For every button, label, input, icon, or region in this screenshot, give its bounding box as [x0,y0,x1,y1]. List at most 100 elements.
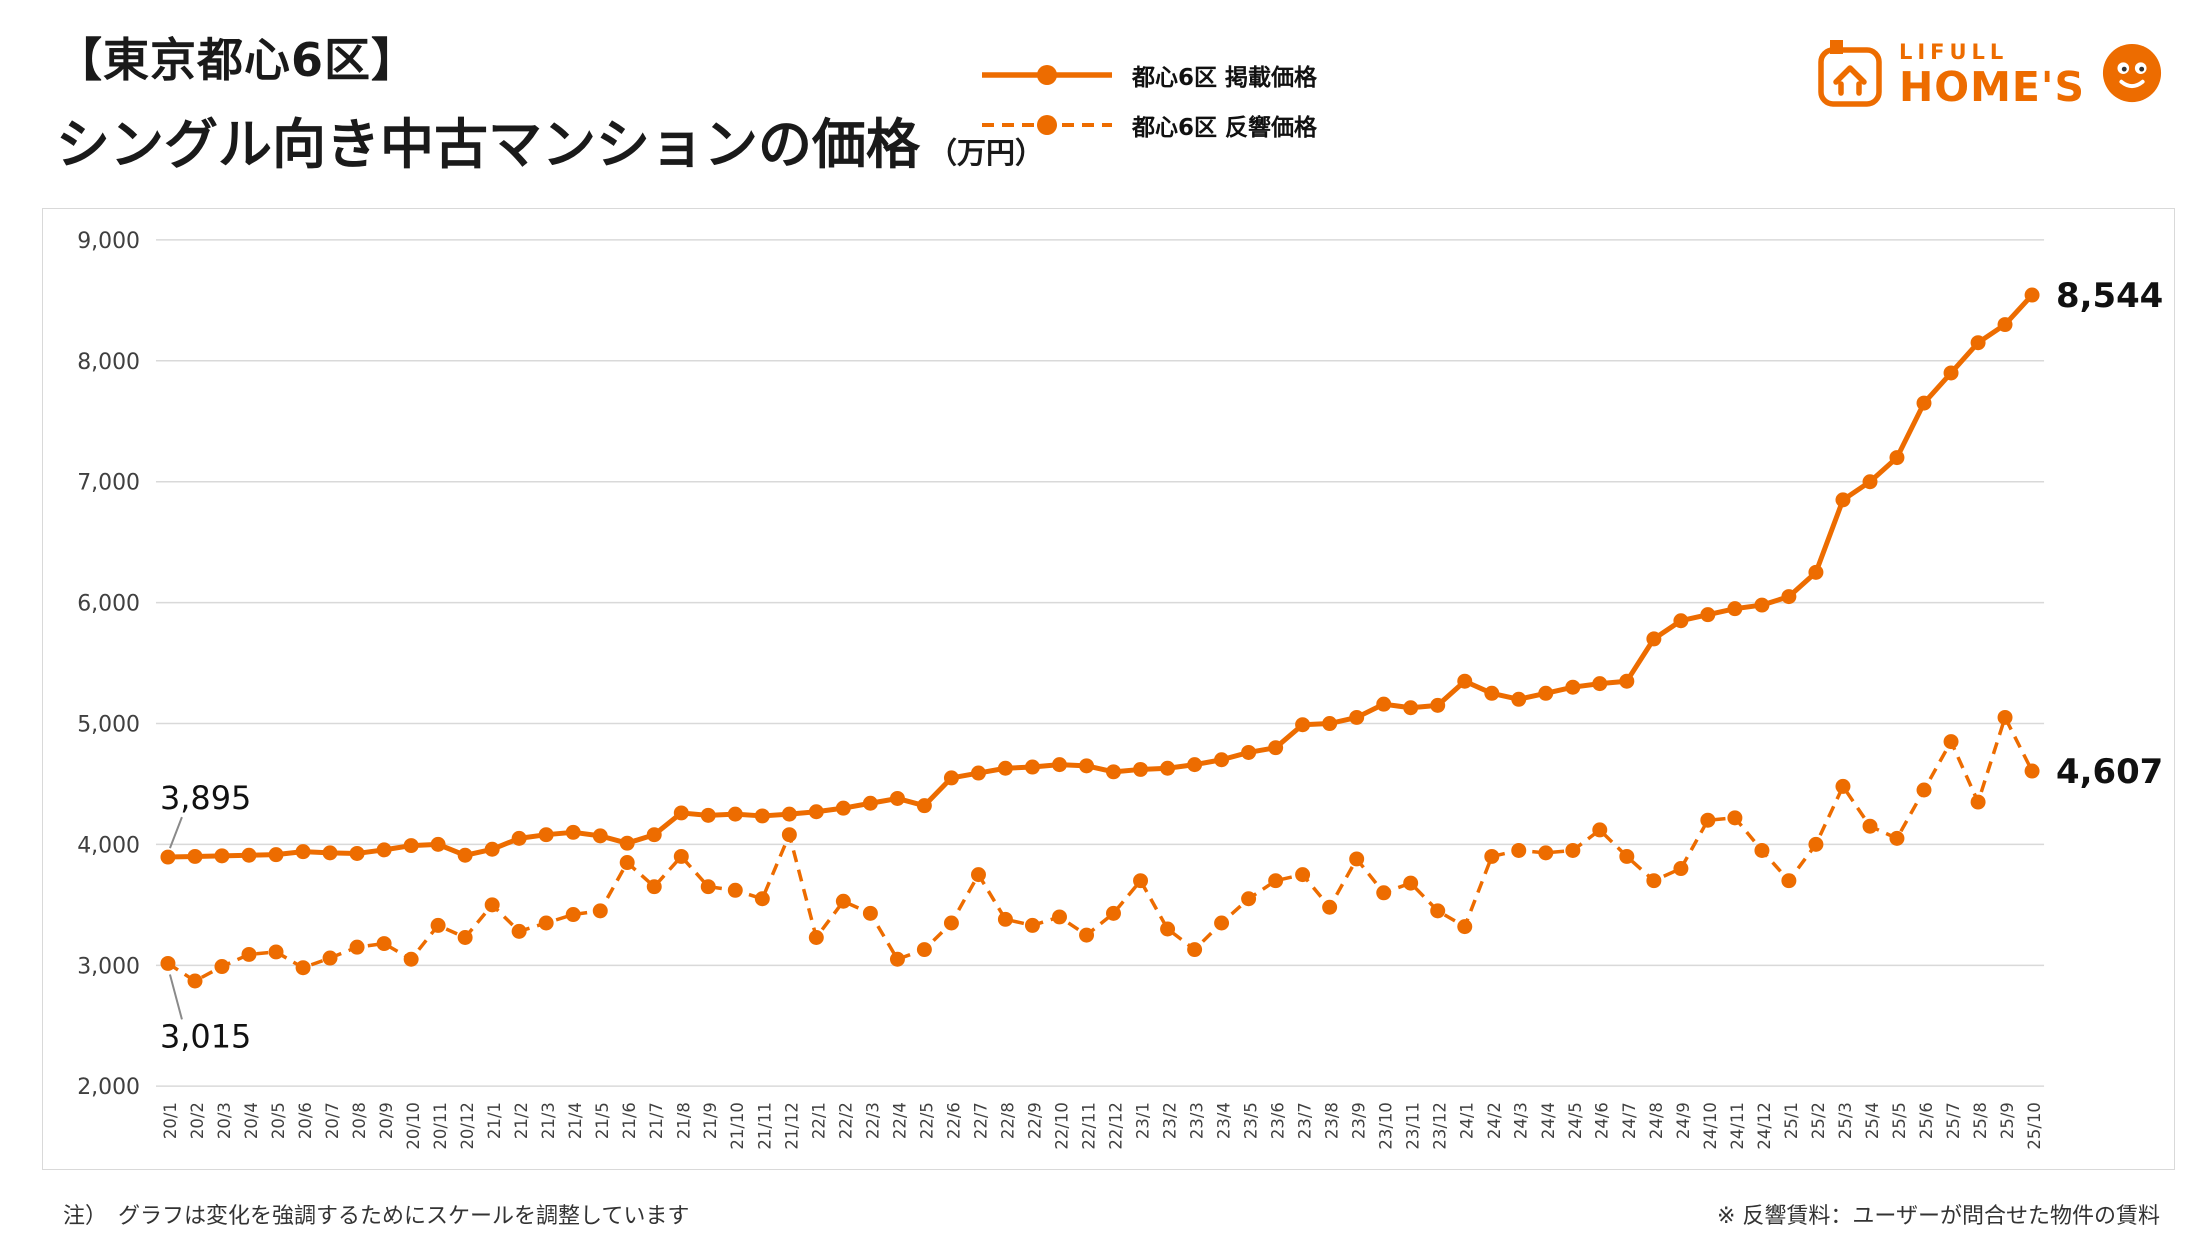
svg-text:20/9: 20/9 [377,1102,396,1139]
svg-text:23/11: 23/11 [1404,1102,1423,1149]
svg-text:24/2: 24/2 [1485,1102,1504,1139]
solid-line-sample-icon [982,63,1112,87]
svg-text:23/5: 23/5 [1242,1102,1261,1139]
svg-text:22/10: 22/10 [1052,1102,1071,1149]
svg-text:24/12: 24/12 [1755,1102,1774,1149]
svg-text:21/8: 21/8 [674,1102,693,1139]
chart-legend: 都心6区 掲載価格 都心6区 反響価格 [982,58,1317,142]
svg-text:21/11: 21/11 [755,1102,774,1149]
svg-text:20/7: 20/7 [323,1102,342,1139]
inquiry-price-note: ※ 反響賃料：ユーザーが問合せた物件の賃料 [1717,1204,2160,1229]
svg-text:23/10: 23/10 [1377,1102,1396,1149]
svg-text:25/9: 25/9 [1998,1102,2017,1139]
lifull-house-icon [1817,38,1883,112]
scale-note: 注） グラフは変化を強調するためにスケールを調整しています [63,1204,690,1229]
svg-text:25/5: 25/5 [1890,1102,1909,1139]
svg-text:4,607: 4,607 [2056,752,2163,791]
svg-text:21/9: 21/9 [701,1102,720,1139]
svg-text:22/2: 22/2 [836,1102,855,1139]
legend-label-listing-price: 都心6区 掲載価格 [1132,65,1318,91]
svg-text:25/4: 25/4 [1863,1102,1882,1139]
svg-text:21/6: 21/6 [620,1102,639,1139]
svg-text:23/2: 23/2 [1161,1102,1180,1139]
title-line1: 【東京都心6区】 [56,33,419,87]
svg-text:24/7: 24/7 [1620,1102,1639,1139]
svg-text:20/4: 20/4 [242,1102,261,1139]
svg-text:21/2: 21/2 [512,1102,531,1139]
svg-text:24/8: 24/8 [1647,1102,1666,1139]
svg-text:22/3: 22/3 [863,1102,882,1139]
svg-text:2,000: 2,000 [77,1075,140,1100]
svg-text:22/5: 22/5 [917,1102,936,1139]
svg-text:22/1: 22/1 [809,1102,828,1139]
page-title: 【東京都心6区】 シングル向き中古マンションの価格 （万円） [56,24,1044,179]
svg-text:24/6: 24/6 [1593,1102,1612,1139]
svg-text:21/3: 21/3 [539,1102,558,1139]
svg-text:25/2: 25/2 [1809,1102,1828,1139]
svg-text:24/5: 24/5 [1566,1102,1585,1139]
svg-text:22/4: 22/4 [890,1102,909,1139]
logo-text-lifull: LIFULL [1898,40,2009,64]
legend-row-listing-price: 都心6区 掲載価格 [982,58,1317,92]
svg-text:3,000: 3,000 [77,954,140,979]
legend-row-inquiry-price: 都心6区 反響価格 [982,108,1317,142]
svg-text:22/7: 22/7 [971,1102,990,1139]
svg-text:25/3: 25/3 [1836,1102,1855,1139]
svg-text:22/9: 22/9 [1025,1102,1044,1139]
svg-text:21/5: 21/5 [593,1102,612,1139]
svg-text:7,000: 7,000 [77,471,140,496]
svg-text:23/4: 23/4 [1215,1102,1234,1139]
svg-text:20/5: 20/5 [269,1102,288,1139]
svg-text:25/10: 25/10 [2025,1102,2044,1149]
lifull-homes-logo: LIFULL HOME'S [1817,38,2163,112]
svg-text:20/6: 20/6 [296,1102,315,1139]
svg-text:24/1: 24/1 [1458,1102,1477,1139]
svg-text:24/11: 24/11 [1728,1102,1747,1149]
svg-text:20/8: 20/8 [350,1102,369,1139]
svg-text:23/7: 23/7 [1296,1102,1315,1139]
legend-label-inquiry-price: 都心6区 反響価格 [1132,115,1318,141]
svg-text:25/7: 25/7 [1944,1102,1963,1139]
svg-text:3,015: 3,015 [160,1017,251,1055]
svg-text:20/11: 20/11 [431,1102,450,1149]
svg-text:21/7: 21/7 [647,1102,666,1139]
svg-text:20/1: 20/1 [161,1102,180,1139]
price-chart: 2,000 3,000 4,000 5,000 6,000 7,000 8,000 9,000… [77,229,2163,1150]
svg-text:20/10: 20/10 [404,1102,423,1149]
title-line2: シングル向き中古マンションの価格 [56,113,920,176]
svg-text:21/4: 21/4 [566,1102,585,1139]
svg-text:20/12: 20/12 [458,1102,477,1149]
svg-text:24/9: 24/9 [1674,1102,1693,1139]
svg-text:23/12: 23/12 [1431,1102,1450,1149]
svg-text:22/6: 22/6 [944,1102,963,1139]
svg-text:8,544: 8,544 [2056,276,2163,315]
homes-mascot-icon [2101,42,2163,108]
svg-text:23/9: 23/9 [1350,1102,1369,1139]
svg-text:9,000: 9,000 [77,229,140,254]
svg-text:21/10: 21/10 [728,1102,747,1149]
svg-text:24/4: 24/4 [1539,1102,1558,1139]
logo-text-homes: HOME'S [1898,63,2085,111]
svg-text:23/1: 23/1 [1134,1102,1153,1139]
title-unit: （万円） [928,136,1045,170]
svg-text:21/1: 21/1 [485,1102,504,1139]
svg-text:23/3: 23/3 [1188,1102,1207,1139]
svg-text:21/12: 21/12 [782,1102,801,1149]
svg-text:23/6: 23/6 [1269,1102,1288,1139]
svg-text:25/6: 25/6 [1917,1102,1936,1139]
svg-text:22/11: 22/11 [1080,1102,1099,1149]
svg-text:20/2: 20/2 [188,1102,207,1139]
svg-text:22/8: 22/8 [998,1102,1017,1139]
svg-text:25/1: 25/1 [1782,1102,1801,1139]
price-chart-panel: 2,000 3,000 4,000 5,000 6,000 7,000 8,000 9,000… [42,208,2175,1170]
dashed-line-sample-icon [982,113,1112,137]
svg-text:25/8: 25/8 [1971,1102,1990,1139]
svg-text:23/8: 23/8 [1323,1102,1342,1139]
svg-text:20/3: 20/3 [215,1102,234,1139]
svg-text:22/12: 22/12 [1106,1102,1125,1149]
svg-text:5,000: 5,000 [77,713,140,738]
svg-text:24/3: 24/3 [1512,1102,1531,1139]
svg-text:8,000: 8,000 [77,350,140,375]
svg-text:3,895: 3,895 [160,779,251,817]
svg-text:4,000: 4,000 [77,833,140,858]
